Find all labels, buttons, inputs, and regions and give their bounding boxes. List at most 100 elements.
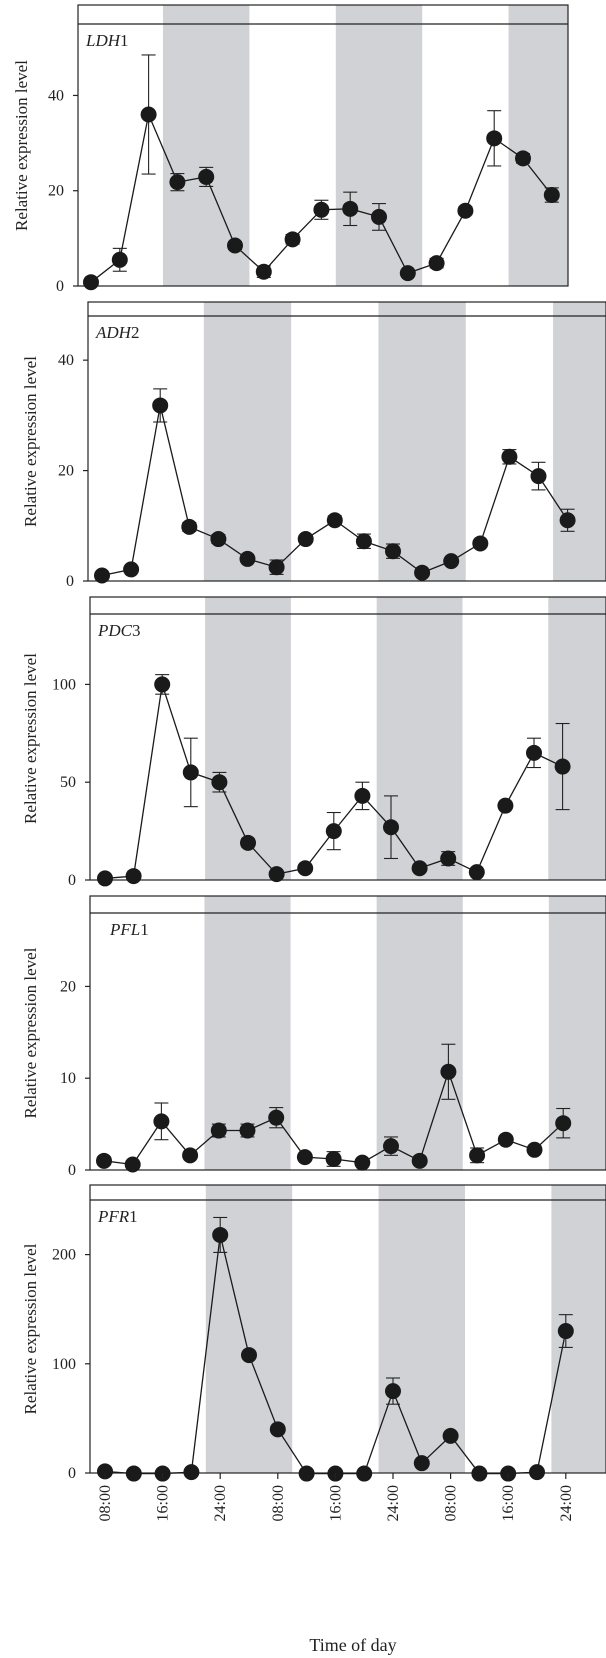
- x-tick-label: 16:00: [155, 1485, 172, 1521]
- x-tick-label: 08:00: [443, 1485, 460, 1521]
- data-point: [97, 1463, 113, 1480]
- data-point: [469, 1147, 486, 1164]
- gene-label: ADH2: [95, 323, 139, 342]
- data-point: [440, 850, 457, 867]
- data-point: [182, 1147, 199, 1164]
- gene-label-number: 1: [129, 1207, 138, 1226]
- data-point: [557, 1323, 574, 1340]
- data-point: [140, 106, 157, 123]
- data-point: [255, 263, 272, 280]
- dark-period-band: [205, 597, 291, 880]
- data-point: [414, 564, 431, 581]
- data-point: [383, 1138, 399, 1155]
- data-point: [297, 531, 314, 548]
- gene-label-name: PFL: [109, 920, 140, 939]
- gene-label-number: 2: [131, 323, 140, 342]
- x-tick-label: 16:00: [327, 1485, 344, 1521]
- data-point: [354, 787, 371, 804]
- data-point: [239, 550, 256, 567]
- y-tick-label: 10: [60, 1070, 76, 1087]
- data-point: [298, 1465, 315, 1482]
- data-point: [268, 1109, 285, 1126]
- y-tick-label: 0: [68, 872, 76, 889]
- data-point: [559, 512, 576, 529]
- data-point: [284, 231, 301, 248]
- data-point: [515, 150, 531, 167]
- data-point: [239, 1122, 256, 1139]
- data-point: [240, 834, 256, 851]
- data-point: [297, 860, 314, 877]
- y-tick-label: 100: [52, 676, 76, 693]
- x-tick-label: 16:00: [500, 1485, 517, 1521]
- panel-frame: [89, 1184, 606, 1474]
- data-point: [443, 553, 460, 570]
- x-tick-label: 24:00: [212, 1485, 229, 1521]
- data-point: [124, 1156, 141, 1173]
- data-point: [497, 797, 514, 814]
- gene-label-number: 1: [120, 31, 129, 50]
- data-point: [526, 744, 542, 761]
- data-point: [227, 237, 243, 254]
- data-point: [440, 1063, 457, 1080]
- data-point: [471, 1465, 488, 1482]
- dark-period-band: [378, 1185, 465, 1473]
- data-point: [457, 202, 474, 219]
- y-tick-label: 200: [52, 1247, 76, 1264]
- y-tick-label: 0: [56, 278, 64, 295]
- data-point: [183, 1464, 200, 1481]
- data-point: [94, 567, 110, 584]
- y-axis-title: Relative expression level: [21, 356, 40, 527]
- data-point: [268, 559, 285, 576]
- data-point: [555, 1115, 572, 1132]
- data-point: [442, 1427, 459, 1444]
- data-point: [468, 864, 485, 881]
- data-point: [296, 1149, 313, 1166]
- data-point: [530, 468, 547, 485]
- data-point: [153, 1113, 170, 1130]
- data-point: [399, 265, 416, 282]
- data-point: [325, 1150, 342, 1167]
- data-point: [123, 561, 140, 578]
- panel-ldh1: LDH1 0 20 40 Relative expression level: [12, 4, 569, 295]
- data-point: [210, 1122, 227, 1139]
- y-tick-label: 20: [60, 978, 76, 995]
- data-point: [413, 1455, 430, 1472]
- y-tick-label: 0: [68, 1162, 76, 1179]
- dark-period-band: [553, 302, 606, 581]
- dark-period-band: [378, 302, 466, 581]
- series-line: [90, 112, 553, 283]
- panel-frame: [89, 596, 606, 881]
- y-tick-label: 20: [58, 463, 74, 480]
- data-point: [313, 201, 330, 218]
- data-point: [325, 823, 342, 840]
- data-point: [210, 531, 227, 548]
- data-point: [181, 518, 198, 535]
- panel-frame: [87, 301, 606, 582]
- y-axis-title: Relative expression level: [21, 947, 40, 1118]
- y-tick-label: 100: [52, 1356, 76, 1373]
- gene-label-name: ADH: [95, 323, 133, 342]
- data-point: [83, 274, 99, 291]
- data-point: [241, 1347, 257, 1364]
- dark-period-band: [376, 896, 463, 1170]
- y-axis-title: Relative expression level: [12, 60, 31, 231]
- dark-period-band: [508, 5, 568, 286]
- dark-period-band: [376, 597, 463, 880]
- data-point: [428, 255, 445, 272]
- x-axis-title: Time of day: [309, 1635, 396, 1655]
- panel-pfr1: PFR1 0 100 200 Relative expression level: [21, 1184, 606, 1482]
- data-point: [472, 535, 489, 552]
- data-point: [356, 1465, 373, 1482]
- data-point: [111, 251, 128, 268]
- series-line: [101, 405, 569, 577]
- y-axis-title: Relative expression level: [21, 1243, 40, 1414]
- data-point: [385, 543, 401, 560]
- y-tick-label: 0: [66, 573, 74, 590]
- gene-label-number: 1: [140, 920, 149, 939]
- gene-label-number: 3: [132, 621, 141, 640]
- x-tick-label: 24:00: [558, 1485, 575, 1521]
- gene-label: LDH1: [85, 31, 129, 50]
- data-point: [383, 819, 399, 836]
